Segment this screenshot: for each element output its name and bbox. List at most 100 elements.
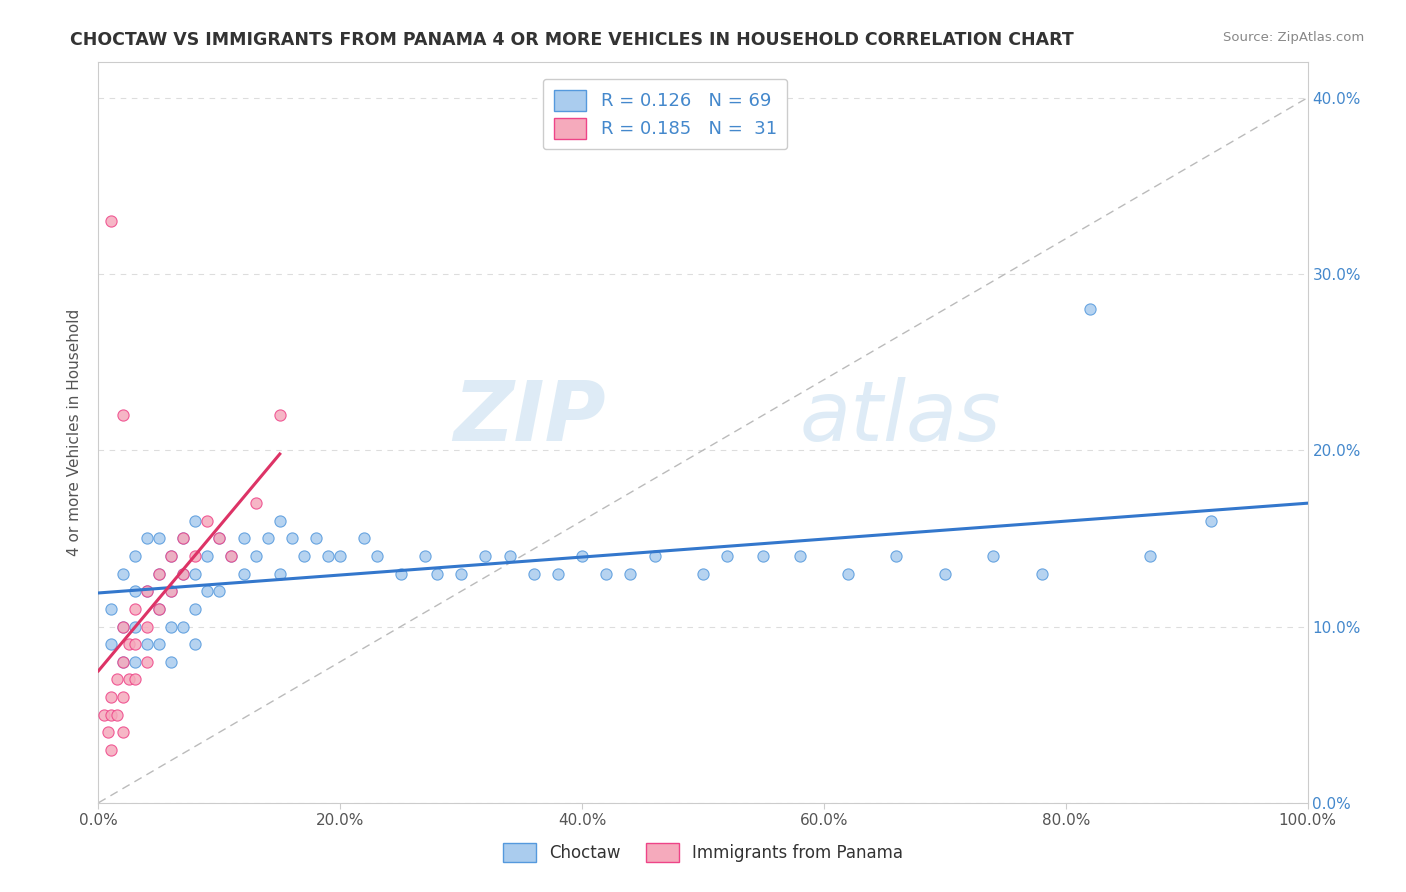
Point [886, 549, 908, 563]
Point [105, 707, 128, 722]
Point [450, 566, 472, 581]
Legend: Choctaw, Immigrants from Panama: Choctaw, Immigrants from Panama [496, 836, 910, 869]
Point [111, 619, 134, 633]
Point [184, 549, 207, 563]
Point [413, 549, 436, 563]
Point [195, 584, 218, 599]
Point [1139, 549, 1161, 563]
Point [221, 549, 243, 563]
Text: ZIP: ZIP [454, 377, 606, 458]
Point [100, 214, 122, 228]
Point [172, 566, 194, 581]
Point [111, 725, 134, 739]
Point [221, 549, 243, 563]
Point [208, 584, 231, 599]
Point [135, 619, 157, 633]
Point [184, 602, 207, 616]
Point [245, 549, 267, 563]
Point [124, 584, 146, 599]
Point [184, 514, 207, 528]
Point [644, 549, 666, 563]
Point [789, 549, 811, 563]
Point [148, 602, 170, 616]
Point [148, 532, 170, 546]
Point [111, 408, 134, 422]
Point [111, 655, 134, 669]
Point [160, 549, 183, 563]
Point [1031, 566, 1053, 581]
Point [269, 408, 291, 422]
Point [184, 566, 207, 581]
Point [269, 566, 291, 581]
Point [124, 655, 146, 669]
Point [366, 549, 388, 563]
Point [135, 532, 157, 546]
Point [498, 549, 520, 563]
Point [232, 566, 254, 581]
Point [135, 655, 157, 669]
Point [124, 602, 146, 616]
Point [256, 532, 278, 546]
Point [148, 602, 170, 616]
Point [135, 584, 157, 599]
Point [316, 549, 339, 563]
Point [474, 549, 496, 563]
Point [160, 549, 183, 563]
Point [160, 584, 183, 599]
Point [232, 532, 254, 546]
Point [124, 673, 146, 687]
Point [172, 619, 194, 633]
Point [111, 655, 134, 669]
Point [111, 566, 134, 581]
Point [547, 566, 569, 581]
Point [105, 673, 128, 687]
Point [1199, 514, 1222, 528]
Point [389, 566, 412, 581]
Point [981, 549, 1004, 563]
Point [172, 566, 194, 581]
Point [353, 532, 375, 546]
Text: atlas: atlas [800, 377, 1001, 458]
Point [1078, 302, 1101, 317]
Point [195, 514, 218, 528]
Point [571, 549, 593, 563]
Point [208, 532, 231, 546]
Point [426, 566, 449, 581]
Point [172, 532, 194, 546]
Point [184, 637, 207, 651]
Point [93, 707, 115, 722]
Point [100, 743, 122, 757]
Point [281, 532, 304, 546]
Point [100, 707, 122, 722]
Point [118, 637, 141, 651]
Point [100, 602, 122, 616]
Point [135, 584, 157, 599]
Point [100, 690, 122, 704]
Point [124, 619, 146, 633]
Point [148, 637, 170, 651]
Point [595, 566, 617, 581]
Point [619, 566, 641, 581]
Point [837, 566, 859, 581]
Point [118, 673, 141, 687]
Point [692, 566, 714, 581]
Point [124, 549, 146, 563]
Point [111, 690, 134, 704]
Point [305, 532, 328, 546]
Point [135, 637, 157, 651]
Point [716, 549, 738, 563]
Point [195, 549, 218, 563]
Text: Source: ZipAtlas.com: Source: ZipAtlas.com [1223, 31, 1364, 45]
Point [208, 532, 231, 546]
Text: CHOCTAW VS IMMIGRANTS FROM PANAMA 4 OR MORE VEHICLES IN HOUSEHOLD CORRELATION CH: CHOCTAW VS IMMIGRANTS FROM PANAMA 4 OR M… [70, 31, 1074, 49]
Point [245, 496, 267, 510]
Point [148, 566, 170, 581]
Point [100, 637, 122, 651]
Point [124, 637, 146, 651]
Point [111, 619, 134, 633]
Point [160, 584, 183, 599]
Point [269, 514, 291, 528]
Point [752, 549, 775, 563]
Point [523, 566, 546, 581]
Point [160, 619, 183, 633]
